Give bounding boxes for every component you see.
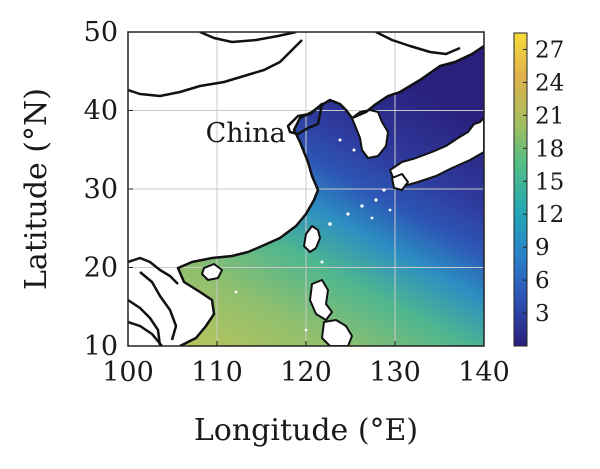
colorbar-tick-label: 21 (535, 103, 564, 129)
x-tick-label: 130 (369, 357, 421, 388)
coastlines (128, 32, 484, 346)
map-plot-area: China (128, 32, 484, 346)
northern-border (128, 32, 461, 98)
y-tick-label: 40 (84, 96, 118, 127)
japan-kyushu (391, 173, 409, 191)
mainland-coast (176, 44, 484, 346)
y-tick-label: 20 (84, 253, 118, 284)
island-specks (234, 138, 392, 332)
visayas (321, 319, 353, 346)
y-axis-label: Latitude (°N) (19, 88, 54, 290)
y-axis-ticks: 10 20 30 40 50 (84, 17, 133, 362)
sea-field (178, 46, 484, 346)
land-masses (201, 109, 484, 346)
colorbar-gradient (513, 32, 528, 347)
colorbar: 3 6 9 12 15 18 21 24 27 (513, 32, 564, 347)
taiwan (303, 225, 321, 253)
region-label: China (206, 118, 286, 149)
y-tick-label: 50 (84, 17, 118, 48)
x-tick-label: 110 (191, 357, 243, 388)
luzon (309, 279, 333, 321)
colorbar-tick-label: 27 (535, 37, 564, 63)
x-tick-label: 120 (280, 357, 332, 388)
hainan (201, 263, 223, 281)
colorbar-tick-label: 9 (535, 235, 550, 261)
peninsula-south-border (128, 320, 163, 346)
bohai-bay-coast (286, 102, 324, 136)
colorbar-tick-label: 12 (535, 202, 564, 228)
japan-honshu (389, 117, 484, 187)
colorbar-tick-label: 3 (535, 301, 550, 327)
x-tick-label: 100 (102, 357, 154, 388)
colorbar-tick-label: 6 (535, 268, 550, 294)
colorbar-tick-label: 18 (535, 136, 564, 162)
colorbar-tick-label: 24 (535, 70, 564, 96)
y-tick-label: 30 (84, 174, 118, 205)
colorbar-tick-label: 15 (535, 169, 564, 195)
indochina-borders (128, 256, 179, 346)
x-tick-label: 140 (458, 357, 510, 388)
x-axis-ticks: 100 110 120 130 140 (102, 341, 510, 388)
x-axis-label: Longitude (°E) (194, 413, 418, 448)
y-tick-label: 10 (84, 331, 118, 362)
colorbar-ticks: 3 6 9 12 15 18 21 24 27 (523, 37, 564, 327)
